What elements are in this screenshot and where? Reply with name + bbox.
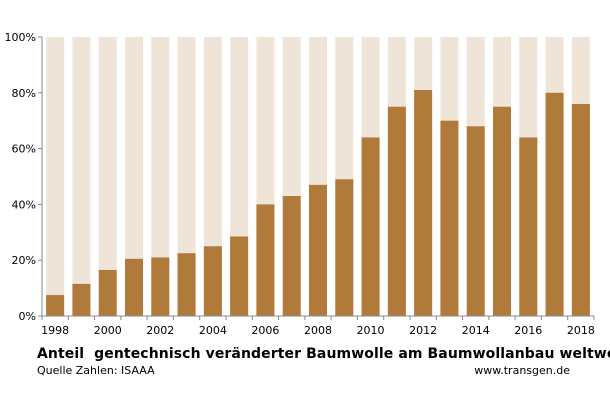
background-bar-1998 [46,37,65,316]
bar-2005 [230,236,249,316]
bar-2003 [177,253,196,316]
x-tick-label-2004: 2004 [199,324,227,337]
bar-1999 [72,283,91,316]
background-bar-2003 [177,37,196,316]
x-axis: 1998 2000 2002 2004 2006 2008 2010 2012 2014 2016… [41,315,595,337]
y-tick-label-100: 100% [5,31,36,44]
bar-2016 [519,137,538,316]
x-tick-label-2014: 2014 [462,324,490,337]
bar-2010 [361,137,380,316]
y-tick-label-0: 0% [19,310,36,323]
bar-2011 [387,106,406,316]
background-bar-1999 [72,37,91,316]
y-tick-label-20: 20% [12,254,36,267]
x-tick-label-2006: 2006 [251,324,279,337]
website-link[interactable]: www.transgen.de [474,364,570,377]
y-axis: 0% 20% 40% 60% 80% 100% [5,31,43,323]
bar-2013 [440,120,459,316]
y-tick-label-80: 80% [12,87,36,100]
background-bar-2002 [151,37,170,316]
bar-2000 [98,269,117,316]
x-tick-label-2008: 2008 [304,324,332,337]
bar-2004 [203,246,222,316]
bar-2017 [545,92,564,316]
x-tick-label-2012: 2012 [409,324,437,337]
chart-title: Anteil gentechnisch veränderter Baumwoll… [37,346,610,362]
background-bar-2000 [98,37,117,316]
source-note: Quelle Zahlen: ISAAA [37,364,155,377]
bar-2018 [571,103,590,317]
bar-2007 [282,196,301,316]
bar-2009 [335,179,354,316]
data-bars [46,90,590,317]
bar-2015 [493,106,511,316]
bar-2008 [309,184,327,316]
x-tick-label-2010: 2010 [357,324,385,337]
bar-2014 [466,126,485,316]
bar-1998 [46,295,65,316]
y-tick-label-40: 40% [12,198,36,211]
x-tick-label-2016: 2016 [514,324,542,337]
bar-2012 [414,90,433,316]
y-tick-label-60: 60% [12,143,36,156]
x-tick-label-2018: 2018 [567,324,595,337]
bar-2006 [256,204,275,316]
x-tick-label-2002: 2002 [146,324,174,337]
bar-2001 [125,258,143,316]
background-bar-2001 [125,37,143,316]
x-tick-label-2000: 2000 [94,324,122,337]
bar-2002 [151,257,170,316]
x-tick-label-1998: 1998 [41,324,69,337]
